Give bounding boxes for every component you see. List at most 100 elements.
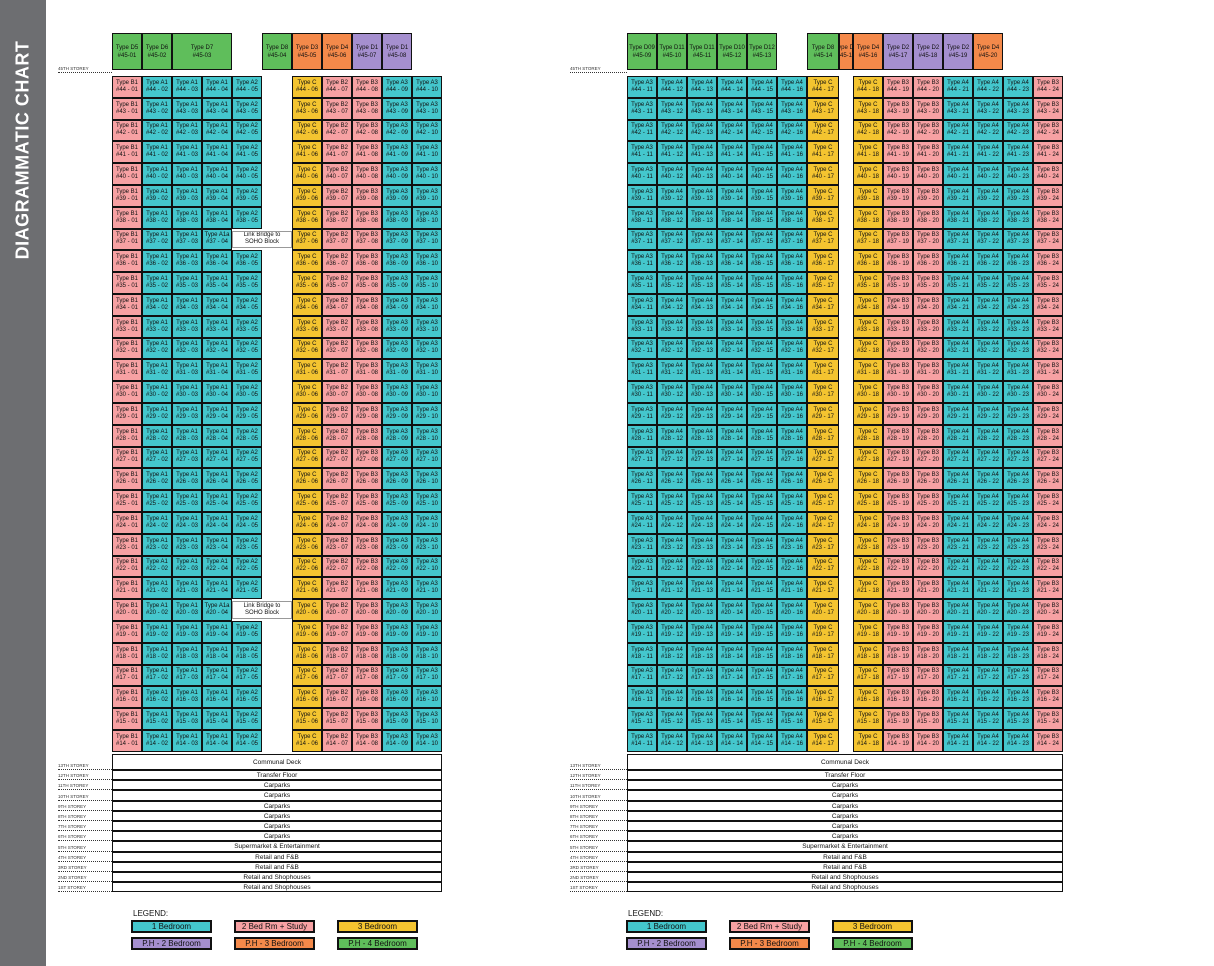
unit-number-label: #39 - 24 xyxy=(1036,195,1060,202)
unit-cell: Type A1 #39 - 02 xyxy=(142,185,172,207)
penthouse-header-cell: Type D4#45-15 xyxy=(839,33,853,70)
unit-cell: Type A4 #38 - 15 xyxy=(747,206,777,229)
unit-cell: Type A1 #43 - 02 xyxy=(142,97,172,120)
unit-number-label: #18 - 09 xyxy=(385,653,409,660)
unit-cell: Type A4 #27 - 14 xyxy=(717,446,747,469)
link-bridge-text: SOHO Block xyxy=(244,610,279,617)
unit-number-label: #36 - 20 xyxy=(916,261,940,268)
unit-type-label: Type A4 xyxy=(977,232,999,239)
unit-number-label: #33 - 05 xyxy=(235,326,259,333)
unit-type-label: Type A3 xyxy=(631,319,653,326)
unit-type-label: Type A4 xyxy=(721,363,743,370)
unit-cell: Type A3 #31 - 10 xyxy=(412,359,442,382)
unit-cell: Type A4 #38 - 16 xyxy=(777,206,807,229)
unit-cell: Type A1 #41 - 02 xyxy=(142,141,172,164)
unit-cell: Type B3 #23 - 24 xyxy=(1033,533,1063,556)
unit-type-label: Type B3 xyxy=(1036,581,1059,588)
unit-number-label: #32 - 16 xyxy=(780,348,804,355)
unit-type-label: Type A3 xyxy=(416,624,438,631)
unit-type-label: Type A4 xyxy=(751,276,773,283)
unit-number-label: #42 - 02 xyxy=(145,130,169,137)
unit-type-label: Type A1 xyxy=(206,319,228,326)
unit-cell: Type A4 #14 - 16 xyxy=(777,730,807,752)
unit-type-label: Type A4 xyxy=(947,123,969,130)
unit-type-label: Type C xyxy=(813,363,833,370)
unit-cell: Type A4 #19 - 23 xyxy=(1003,621,1033,643)
unit-number-label: #26 - 23 xyxy=(1006,479,1030,486)
unit-type-label: Type A3 xyxy=(386,559,408,566)
unit-type-label: Type A3 xyxy=(631,690,653,697)
unit-cell: Type C #33 - 06 xyxy=(292,315,322,338)
unit-cell: Type A4 #22 - 23 xyxy=(1003,555,1033,578)
unit-cell: Type A4 #15 - 16 xyxy=(777,708,807,730)
unit-type-label: Type A3 xyxy=(386,188,408,195)
unit-number-label: #44 - 22 xyxy=(976,86,1000,93)
unit-cell: Type B3 #24 - 20 xyxy=(913,512,943,534)
unit-cell: Type A4 #15 - 15 xyxy=(747,708,777,730)
unit-type-label: Type A1 xyxy=(176,254,198,261)
unit-number-label: #45-09 xyxy=(632,52,652,59)
unit-type-label: Type B3 xyxy=(886,341,909,348)
unit-type-label: Type C xyxy=(297,712,317,719)
unit-number-label: #41 - 04 xyxy=(205,152,229,159)
unit-type-label: Type A4 xyxy=(977,276,999,283)
unit-type-label: Type C xyxy=(858,167,878,174)
unit-number-label: #16 - 21 xyxy=(946,697,970,704)
unit-type-label: Type B3 xyxy=(886,581,909,588)
unit-number-label: #14 - 21 xyxy=(946,740,970,747)
unit-cell: Type B3 #25 - 08 xyxy=(352,490,382,512)
unit-cell: Type A1 #36 - 03 xyxy=(172,250,202,273)
unit-cell: Type B3 #42 - 19 xyxy=(883,119,913,142)
unit-number-label: #43 - 08 xyxy=(355,108,379,115)
unit-number-label: #22 - 20 xyxy=(916,566,940,573)
unit-cell: Type A3 #38 - 11 xyxy=(627,206,657,229)
unit-cell: Type B3 #18 - 20 xyxy=(913,642,943,665)
unit-cell: Type A3 #17 - 11 xyxy=(627,664,657,687)
unit-cell: Type A4 #22 - 15 xyxy=(747,555,777,578)
unit-type-label: Type A4 xyxy=(947,428,969,435)
unit-number-label: #32 - 11 xyxy=(631,348,653,355)
unit-cell: Type A4 #17 - 16 xyxy=(777,664,807,687)
unit-cell: Type A4 #20 - 15 xyxy=(747,599,777,621)
unit-type-label: Type A4 xyxy=(661,646,683,653)
unit-number-label: #38 - 13 xyxy=(690,217,714,224)
unit-cell: Type A4 #14 - 12 xyxy=(657,730,687,752)
unit-cell: Type A3 #39 - 09 xyxy=(382,185,412,207)
legend-swatch: 3 Bedroom xyxy=(337,920,418,933)
unit-cell: Type A4 #43 - 16 xyxy=(777,97,807,120)
unit-cell: Type A3 #43 - 11 xyxy=(627,97,657,120)
unit-type-label: Type C xyxy=(858,145,878,152)
unit-type-label: Type A4 xyxy=(691,145,713,152)
unit-cell: Type B3 #14 - 19 xyxy=(883,730,913,752)
unit-number-label: #45-15 xyxy=(839,52,853,59)
unit-cell: Type A2 #43 - 05 xyxy=(232,97,262,120)
unit-cell: Type A1 #37 - 03 xyxy=(172,228,202,251)
unit-number-label: #29 - 21 xyxy=(946,413,970,420)
unit-number-label: #20 - 11 xyxy=(631,610,653,617)
unit-cell: Type B3 #44 - 20 xyxy=(913,76,943,98)
unit-type-label: Type A4 xyxy=(691,188,713,195)
unit-number-label: #40 - 19 xyxy=(886,174,910,181)
unit-type-label: Type C xyxy=(813,668,833,675)
unit-number-label: #14 - 15 xyxy=(750,740,774,747)
unit-cell: Type C #26 - 17 xyxy=(807,468,839,491)
unit-number-label: #43 - 16 xyxy=(780,108,804,115)
unit-type-label: Type B1 xyxy=(115,319,138,326)
unit-cell: Type A1 #25 - 02 xyxy=(142,490,172,512)
unit-number-label: #23 - 04 xyxy=(205,544,229,551)
unit-number-label: #37 - 23 xyxy=(1006,239,1030,246)
unit-number-label: #43 - 04 xyxy=(205,108,229,115)
unit-number-label: #41 - 08 xyxy=(355,152,379,159)
unit-cell: Type B3 #27 - 20 xyxy=(913,446,943,469)
unit-cell: Type B3 #43 - 24 xyxy=(1033,97,1063,120)
unit-number-label: #15 - 08 xyxy=(355,719,379,726)
unit-cell: Type C #28 - 18 xyxy=(853,424,883,447)
unit-type-label: Type A4 xyxy=(977,559,999,566)
unit-number-label: #24 - 22 xyxy=(976,522,1000,529)
unit-type-label: Type A4 xyxy=(661,581,683,588)
unit-cell: Type A4 #19 - 22 xyxy=(973,621,1003,643)
unit-cell: Type A3 #44 - 10 xyxy=(412,76,442,98)
unit-number-label: #43 - 07 xyxy=(325,108,349,115)
unit-number-label: #24 - 17 xyxy=(811,522,835,529)
unit-type-label: Type A4 xyxy=(751,341,773,348)
